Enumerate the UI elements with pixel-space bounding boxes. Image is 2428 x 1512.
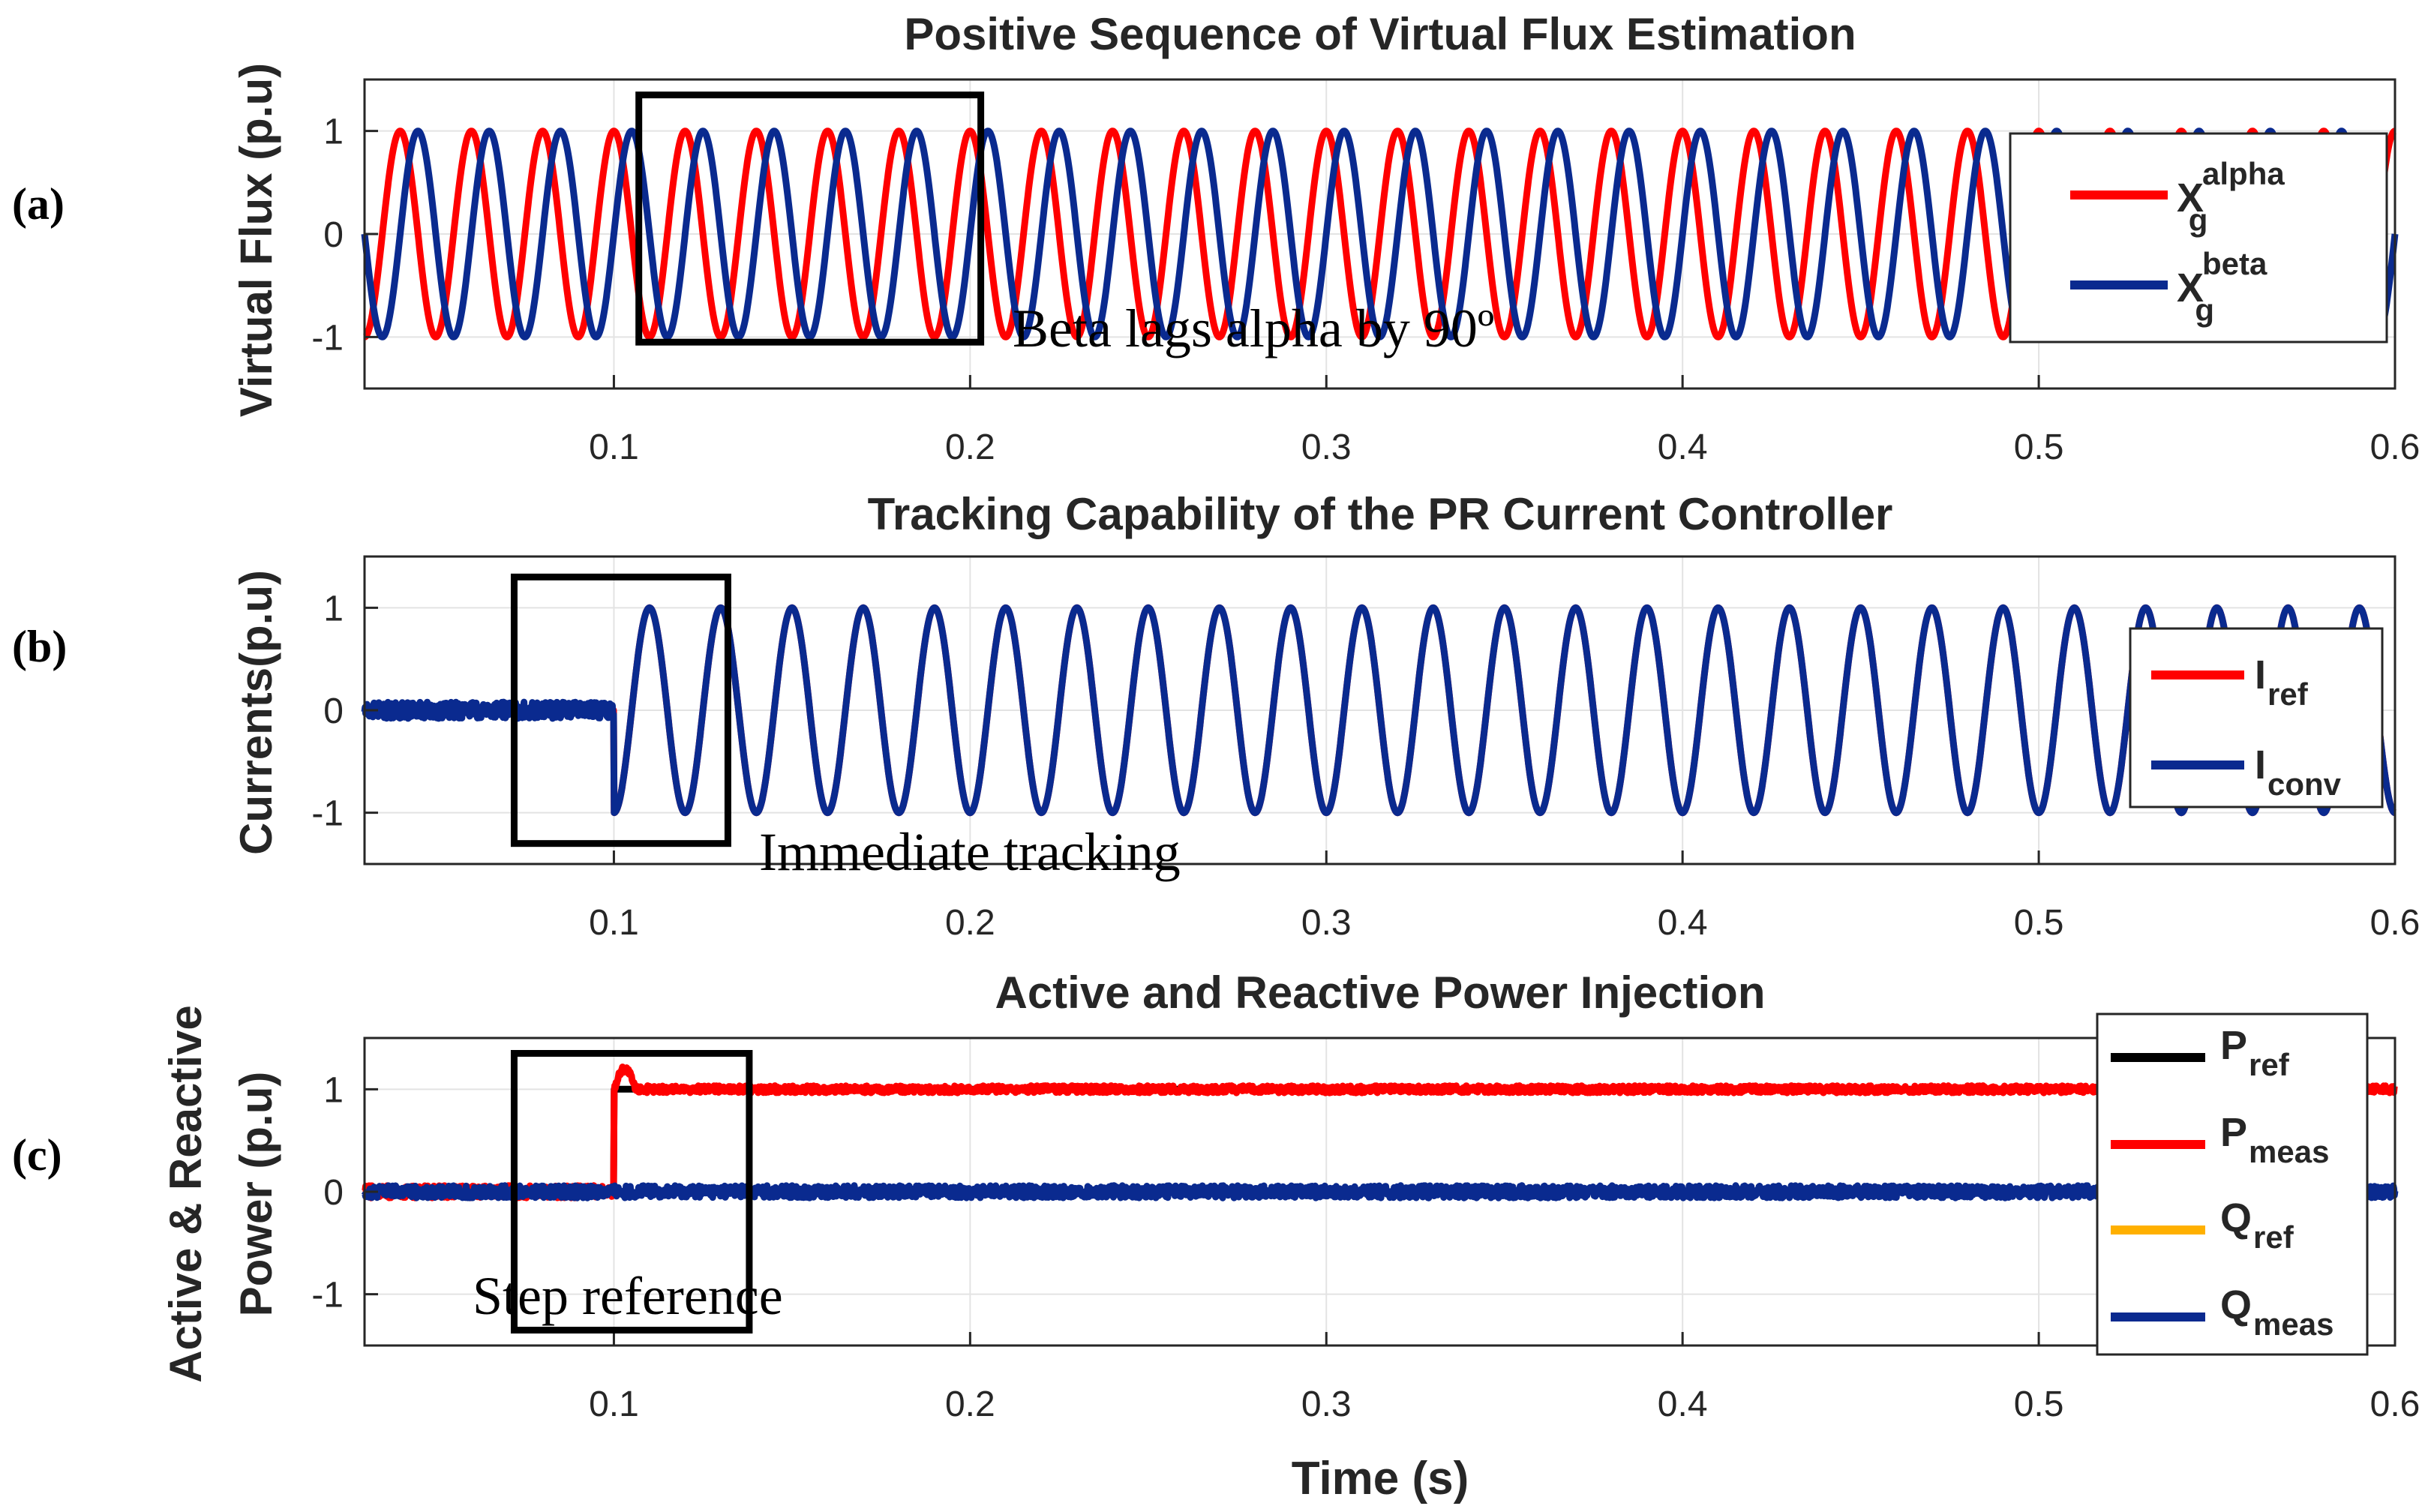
x-tick-label: 0.5 (2014, 903, 2064, 943)
x-tick-label: 0.4 (1658, 903, 1708, 943)
x-tick-label: 0.6 (2370, 1384, 2420, 1424)
panel-a-ylabel: Virtual Flux (p.u) (231, 63, 281, 417)
legend-label-q-ref: Qref (2220, 1196, 2294, 1255)
x-tick-label: 0.1 (589, 903, 639, 943)
panel-b-title: Tracking Capability of the PR Current Co… (868, 489, 1893, 539)
panel-b-annotation: Immediate tracking (759, 822, 1181, 882)
series-line-b-i-conv (361, 604, 2398, 817)
series-line-c-p-meas (362, 1064, 2398, 1202)
legend-label-p-ref: Pref (2220, 1023, 2290, 1082)
series-line-a-x-beta (361, 128, 2399, 340)
panel-c-xticks: 0.1 0.2 0.3 0.4 0.5 0.6 (589, 1332, 2420, 1424)
panel-b-yticks: -1 0 1 (311, 589, 378, 834)
x-tick-label: 0.2 (945, 1384, 995, 1424)
panel-c-legend: Pref Pmeas Qref Qmeas (2096, 1012, 2369, 1356)
x-tick-label: 0.2 (945, 428, 995, 467)
panel-a-legend-box (2009, 132, 2388, 344)
x-tick-label: 0.1 (589, 1384, 639, 1424)
series-line-c-p-ref (362, 1085, 2398, 1196)
panel-a-xticks: 0.1 0.2 0.3 0.4 0.5 0.6 (589, 375, 2420, 467)
panel-c: Active and Reactive Power Injection (c) … (12, 968, 2420, 1424)
y-tick-label: 1 (323, 589, 344, 628)
legend-label-i-conv: Iconv (2255, 742, 2342, 802)
x-tick-label: 0.3 (1301, 1384, 1352, 1424)
y-tick-label: 0 (323, 215, 344, 255)
panel-c-legend-box (2096, 1012, 2369, 1356)
y-tick-label: 0 (323, 1173, 344, 1213)
legend-label-x-beta: Xbeta g (2177, 246, 2267, 328)
y-tick-label: -1 (311, 794, 344, 834)
panel-b-ylabel: Currents(p.u) (231, 570, 281, 855)
x-tick-label: 0.4 (1658, 1384, 1708, 1424)
x-tick-label: 0.3 (1301, 428, 1352, 467)
legend-label-i-ref: Iref (2255, 652, 2309, 712)
x-tick-label: 0.2 (945, 903, 995, 943)
panel-c-title: Active and Reactive Power Injection (995, 968, 1765, 1018)
panel-b-legend: Iref Iconv (2129, 627, 2384, 808)
panel-c-yticks: -1 0 1 (311, 1070, 378, 1316)
x-tick-label: 0.3 (1301, 903, 1352, 943)
x-tick-label: 0.5 (2014, 1384, 2064, 1424)
panel-a-title: Positive Sequence of Virtual Flux Estima… (904, 9, 1856, 59)
legend-label-x-alpha: Xalpha g (2177, 156, 2285, 238)
panel-b-legend-box (2129, 627, 2384, 808)
panel-c-ylabel-line-2: Power (p.u) (231, 1072, 281, 1317)
panel-b-plot-area (361, 604, 2398, 817)
y-tick-label: -1 (311, 1276, 344, 1316)
panel-c-label: (c) (12, 1130, 62, 1180)
panel-b: Tracking Capability of the PR Current Co… (12, 489, 2420, 943)
panel-b-label: (b) (12, 622, 67, 671)
panel-a-label: (a) (12, 179, 65, 229)
legend-label-q-meas: Qmeas (2220, 1282, 2333, 1342)
panel-c-annotation-box (510, 1050, 753, 1334)
x-tick-label: 0.1 (589, 428, 639, 467)
y-tick-label: -1 (311, 318, 344, 358)
panel-a-annotation: Beta lags alpha by 90º (1013, 298, 1494, 358)
series-line-c-q-meas (361, 1182, 2399, 1202)
y-tick-label: 1 (323, 1070, 344, 1110)
legend-label-p-meas: Pmeas (2220, 1110, 2329, 1169)
y-tick-label: 1 (323, 112, 344, 152)
panel-a-yticks: -1 0 1 (311, 112, 378, 358)
x-tick-label: 0.6 (2370, 428, 2420, 467)
panel-c-plot-area (361, 1064, 2399, 1202)
x-tick-label: 0.4 (1658, 428, 1708, 467)
panel-c-ylabel-line-1: Active & Reactive (161, 1005, 211, 1383)
x-tick-label: 0.5 (2014, 428, 2064, 467)
panel-a: Positive Sequence of Virtual Flux Estima… (12, 9, 2420, 467)
panel-a-legend: Xalpha g Xbeta g (2009, 132, 2388, 344)
panel-c-annotation: Step reference (473, 1266, 783, 1326)
y-tick-label: 0 (323, 692, 344, 731)
panel-a-annotation-box (635, 92, 985, 346)
x-tick-label: 0.6 (2370, 903, 2420, 943)
panel-b-xticks: 0.1 0.2 0.3 0.4 0.5 0.6 (589, 850, 2420, 943)
x-axis-label: Time (s) (1292, 1453, 1469, 1504)
panel-b-annotation-box (510, 573, 731, 848)
